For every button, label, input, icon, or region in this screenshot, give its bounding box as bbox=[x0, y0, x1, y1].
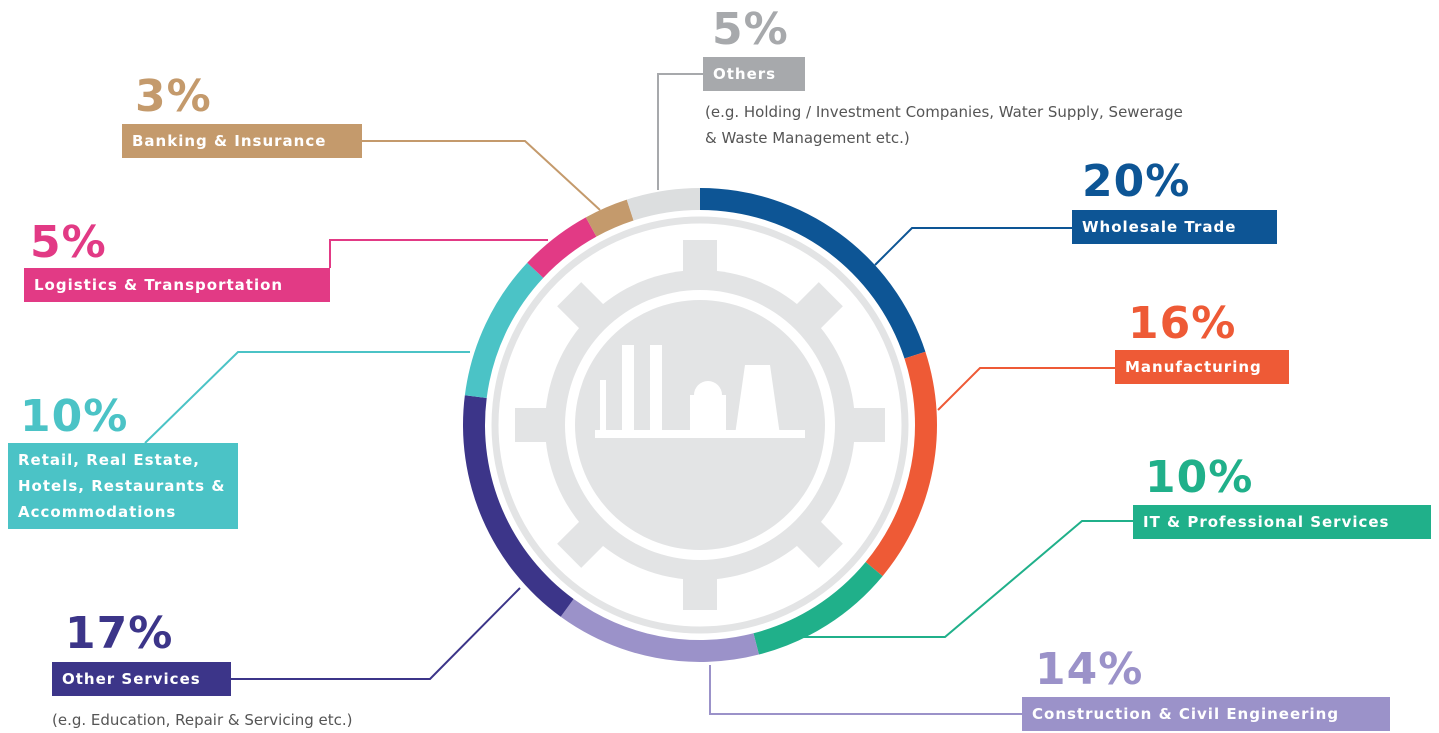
annotation: (e.g. Education, Repair & Servicing etc.… bbox=[52, 711, 353, 729]
donut-segment bbox=[560, 598, 759, 662]
category-label: Other Services bbox=[52, 662, 231, 696]
donut-segment bbox=[463, 395, 574, 617]
center-icon bbox=[491, 216, 909, 634]
leader-line bbox=[657, 73, 703, 190]
percent-label: 10% bbox=[1145, 452, 1254, 503]
category-label: Wholesale Trade bbox=[1072, 210, 1277, 244]
percent-label: 17% bbox=[65, 608, 174, 659]
leader-line bbox=[874, 227, 1072, 266]
donut-segment bbox=[626, 188, 700, 221]
percent-label: 16% bbox=[1128, 298, 1237, 349]
leader-line bbox=[144, 351, 470, 444]
category-label: Banking & Insurance bbox=[122, 124, 362, 158]
leader-line bbox=[231, 587, 521, 680]
annotation: (e.g. Holding / Investment Companies, Wa… bbox=[705, 103, 1183, 147]
donut-segment bbox=[700, 188, 926, 359]
percent-label: 20% bbox=[1082, 156, 1191, 207]
percent-label: 10% bbox=[20, 391, 129, 442]
category-label: IT & Professional Services bbox=[1133, 505, 1431, 539]
leader-line bbox=[329, 239, 548, 268]
donut-segment bbox=[585, 199, 634, 237]
category-label: Construction & Civil Engineering bbox=[1022, 697, 1390, 731]
category-label: Retail, Real Estate, Hotels, Restaurants… bbox=[8, 443, 238, 529]
donut-segment bbox=[527, 217, 597, 278]
category-label: Others bbox=[703, 57, 805, 91]
leader-line bbox=[760, 520, 1133, 638]
category-label: Manufacturing bbox=[1115, 350, 1289, 384]
leader-line bbox=[709, 665, 1022, 715]
percent-label: 3% bbox=[135, 71, 212, 122]
percent-label: 5% bbox=[30, 217, 107, 268]
leader-line bbox=[937, 367, 1115, 411]
donut-segment bbox=[753, 562, 883, 655]
percent-label: 14% bbox=[1035, 644, 1144, 695]
category-label: Logistics & Transportation bbox=[24, 268, 330, 302]
leader-line bbox=[362, 140, 601, 211]
donut-segment bbox=[865, 351, 937, 577]
donut-segment bbox=[464, 262, 544, 399]
percent-label: 5% bbox=[712, 4, 789, 55]
